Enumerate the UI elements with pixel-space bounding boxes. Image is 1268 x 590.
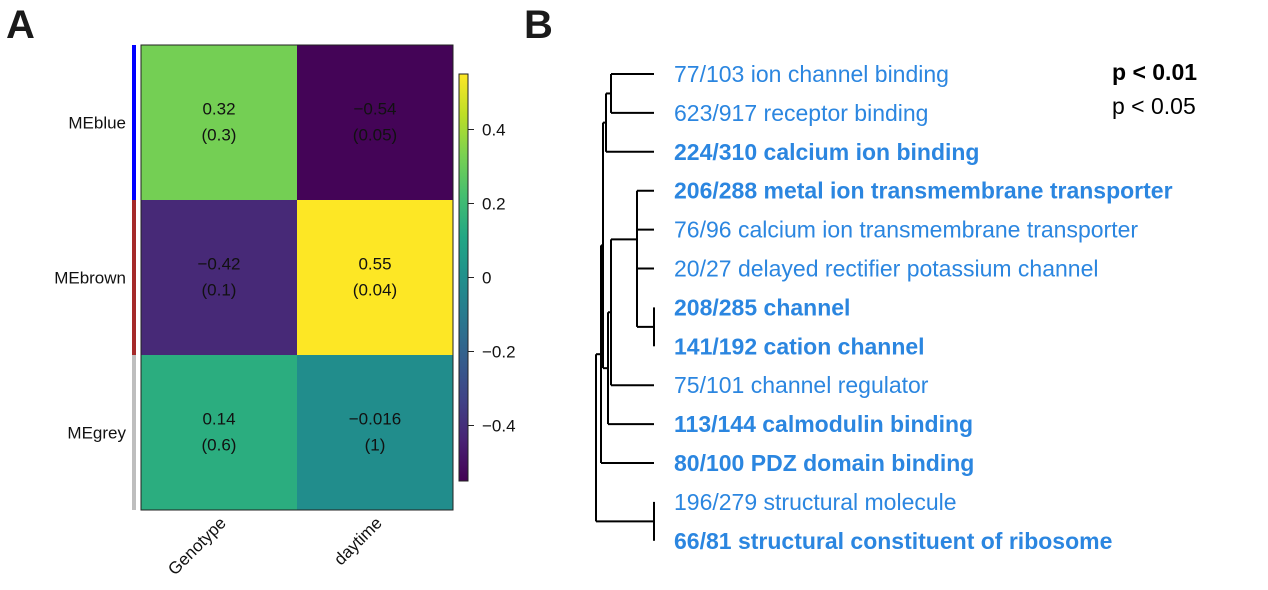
- cell-pvalue-label: (0.3): [202, 126, 237, 145]
- heatmap-cell-mebrown-genotype: [141, 200, 297, 355]
- go-term-label: 141/192 cation channel: [674, 333, 925, 359]
- row-label: MEbrown: [54, 269, 126, 288]
- go-term-label: 224/310 calcium ion binding: [674, 139, 979, 165]
- colorbar: 0.4 0.2 0 −0.2 −0.4: [458, 73, 516, 482]
- panel-a-label: A: [6, 3, 35, 47]
- column-label: Genotype: [164, 513, 230, 579]
- cell-pvalue-label: (0.04): [353, 281, 397, 300]
- cell-pvalue-label: (0.05): [353, 126, 397, 145]
- cell-value-label: 0.32: [202, 100, 235, 119]
- cell-pvalue-label: (1): [365, 436, 386, 455]
- cell-value-label: 0.55: [358, 255, 391, 274]
- cell-value-label: −0.016: [349, 410, 401, 429]
- column-label: daytime: [330, 513, 386, 569]
- go-term-label: 196/279 structural molecule: [674, 489, 957, 515]
- colorbar-tick-label: 0: [482, 269, 491, 288]
- heatmap-cell-megrey-daytime: [297, 355, 453, 510]
- dendrogram-labels: 77/103 ion channel binding 623/917 recept…: [674, 61, 1173, 554]
- heatmap-cell-mebrown-daytime: [297, 200, 453, 355]
- cell-value-label: −0.54: [353, 100, 396, 119]
- colorbar-gradient: [458, 73, 469, 482]
- dendrogram-tree: [595, 73, 655, 541]
- go-term-label: 113/144 calmodulin binding: [674, 411, 973, 437]
- go-term-label: 80/100 PDZ domain binding: [674, 450, 974, 476]
- go-term-label: 208/285 channel: [674, 294, 850, 320]
- cell-value-label: −0.42: [197, 255, 240, 274]
- go-term-label: 206/288 metal ion transmembrane transpor…: [674, 178, 1173, 204]
- go-term-label: 66/81 structural constituent of ribosome: [674, 528, 1112, 554]
- cell-pvalue-label: (0.1): [202, 281, 237, 300]
- row-label: MEgrey: [67, 424, 126, 443]
- legend-strong: p < 0.01: [1112, 59, 1197, 85]
- colorbar-tick-label: −0.4: [482, 417, 516, 436]
- go-term-label: 623/917 receptor binding: [674, 100, 928, 126]
- heatmap-chart: 0.32 (0.3) −0.54 (0.05) MEblue −0.42 (0.1) 0.55…: [54, 44, 454, 579]
- colorbar-tick-label: 0.4: [482, 121, 506, 140]
- go-term-label: 77/103 ion channel binding: [674, 61, 949, 87]
- colorbar-tick-label: 0.2: [482, 195, 506, 214]
- go-term-label: 75/101 channel regulator: [674, 372, 929, 398]
- heatmap-cell-megrey-genotype: [141, 355, 297, 510]
- row-label: MEblue: [68, 114, 126, 133]
- heatmap-cell-meblue-genotype: [141, 45, 297, 200]
- go-term-label: 76/96 calcium ion transmembrane transpor…: [674, 217, 1138, 243]
- heatmap-border: [140, 44, 454, 511]
- colorbar-tick-label: −0.2: [482, 343, 516, 362]
- cell-pvalue-label: (0.6): [202, 436, 237, 455]
- panel-b-label: B: [524, 3, 553, 47]
- go-term-label: 20/27 delayed rectifier potassium channe…: [674, 256, 1098, 282]
- cell-value-label: 0.14: [202, 410, 235, 429]
- significance-legend: p < 0.01 p < 0.05: [1112, 59, 1197, 119]
- heatmap-cell-meblue-daytime: [297, 45, 453, 200]
- legend-weak: p < 0.05: [1112, 93, 1196, 119]
